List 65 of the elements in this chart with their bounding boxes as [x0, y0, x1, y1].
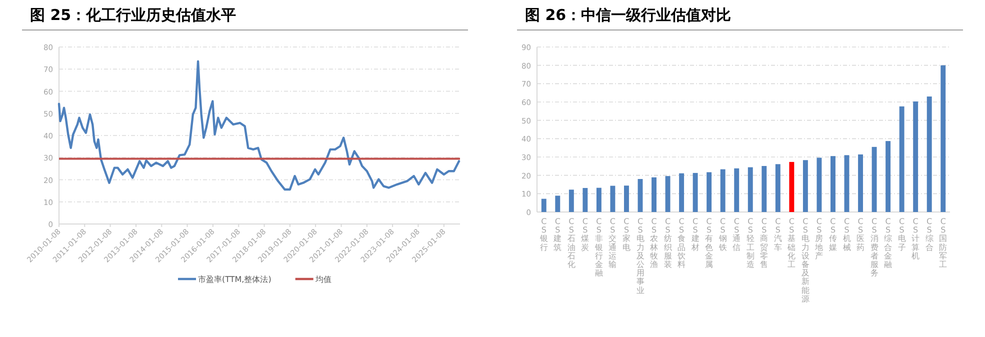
x-tick-label: CS汽车 — [774, 217, 782, 252]
bar — [816, 158, 822, 212]
bar — [872, 146, 877, 212]
x-tick-label: CS房地产 — [814, 217, 824, 260]
category-label: CS电力及公用事业 — [636, 217, 644, 295]
bar — [679, 173, 684, 212]
x-tick-label: CS传媒 — [828, 217, 837, 252]
x-tick-label: CS通信 — [732, 217, 741, 252]
bar — [706, 172, 712, 212]
x-tick-label: CS建材 — [690, 217, 700, 252]
x-tick-label: CS交通运输 — [608, 217, 617, 269]
x-tick-label: CS电子 — [898, 217, 906, 252]
x-tick-label: CS机械 — [842, 217, 851, 252]
x-tick-label: CS家电 — [622, 217, 630, 252]
bar — [886, 141, 891, 212]
x-tick-label: CS非银行金融 — [594, 217, 603, 278]
bar — [610, 186, 616, 212]
x-tick-label: CS综合金融 — [884, 217, 892, 269]
bar — [652, 177, 656, 212]
x-tick-label: CS钢铁 — [718, 217, 727, 252]
bar — [844, 155, 850, 212]
x-tick-label: CS计算机 — [912, 217, 920, 260]
chart-title: 图 26：中信一级行业估值对比 — [525, 6, 732, 24]
x-tick-label: CS消费者服务 — [870, 217, 878, 278]
x-tick-label: CS煤炭 — [581, 217, 590, 252]
x-tick-label: CS农林牧渔 — [649, 217, 658, 269]
bar — [568, 190, 574, 212]
bar — [541, 198, 546, 212]
x-tick-label: CS轻工制造 — [746, 217, 754, 269]
bar — [830, 156, 836, 212]
legend-label: 市盈率(TTM,整体法) — [198, 275, 272, 284]
bar — [582, 188, 588, 212]
bar — [858, 154, 863, 212]
bar — [596, 188, 602, 212]
bar — [734, 168, 740, 212]
bar — [789, 162, 794, 212]
x-tick-label: CS有色金属 — [705, 217, 714, 269]
bar — [748, 167, 753, 212]
x-tick-label: CS银行 — [538, 217, 548, 252]
bar — [926, 96, 932, 212]
x-tick-label: CS国防军工 — [939, 217, 948, 269]
bar — [665, 176, 670, 212]
x-tick-label: CS商贸零售 — [760, 217, 768, 269]
bar — [555, 196, 560, 212]
x-tick-label: CS基础化工 — [786, 217, 796, 269]
bar — [940, 65, 946, 212]
bar — [775, 164, 780, 212]
bar — [692, 172, 698, 212]
legend-label: 均值 — [314, 275, 332, 284]
x-tick-label: CS综合 — [925, 217, 934, 252]
x-tick-label: CS食品饮料 — [676, 217, 686, 269]
bar — [638, 179, 643, 212]
chart-title: 图 25：化工行业历史估值水平 — [30, 6, 236, 24]
x-tick-label: CS建筑 — [552, 217, 562, 252]
bar — [720, 169, 726, 212]
bar — [899, 106, 904, 212]
x-tick-label: CS医药 — [856, 217, 865, 252]
bar — [913, 101, 918, 212]
line-series — [58, 60, 460, 191]
bar — [762, 166, 767, 212]
category-label: CS电力设备及新能源 — [801, 217, 810, 304]
bar — [624, 186, 629, 212]
bar — [802, 160, 808, 212]
x-tick-label: CS石油石化 — [567, 217, 576, 269]
x-tick-label: CS纺织服装 — [664, 217, 672, 269]
